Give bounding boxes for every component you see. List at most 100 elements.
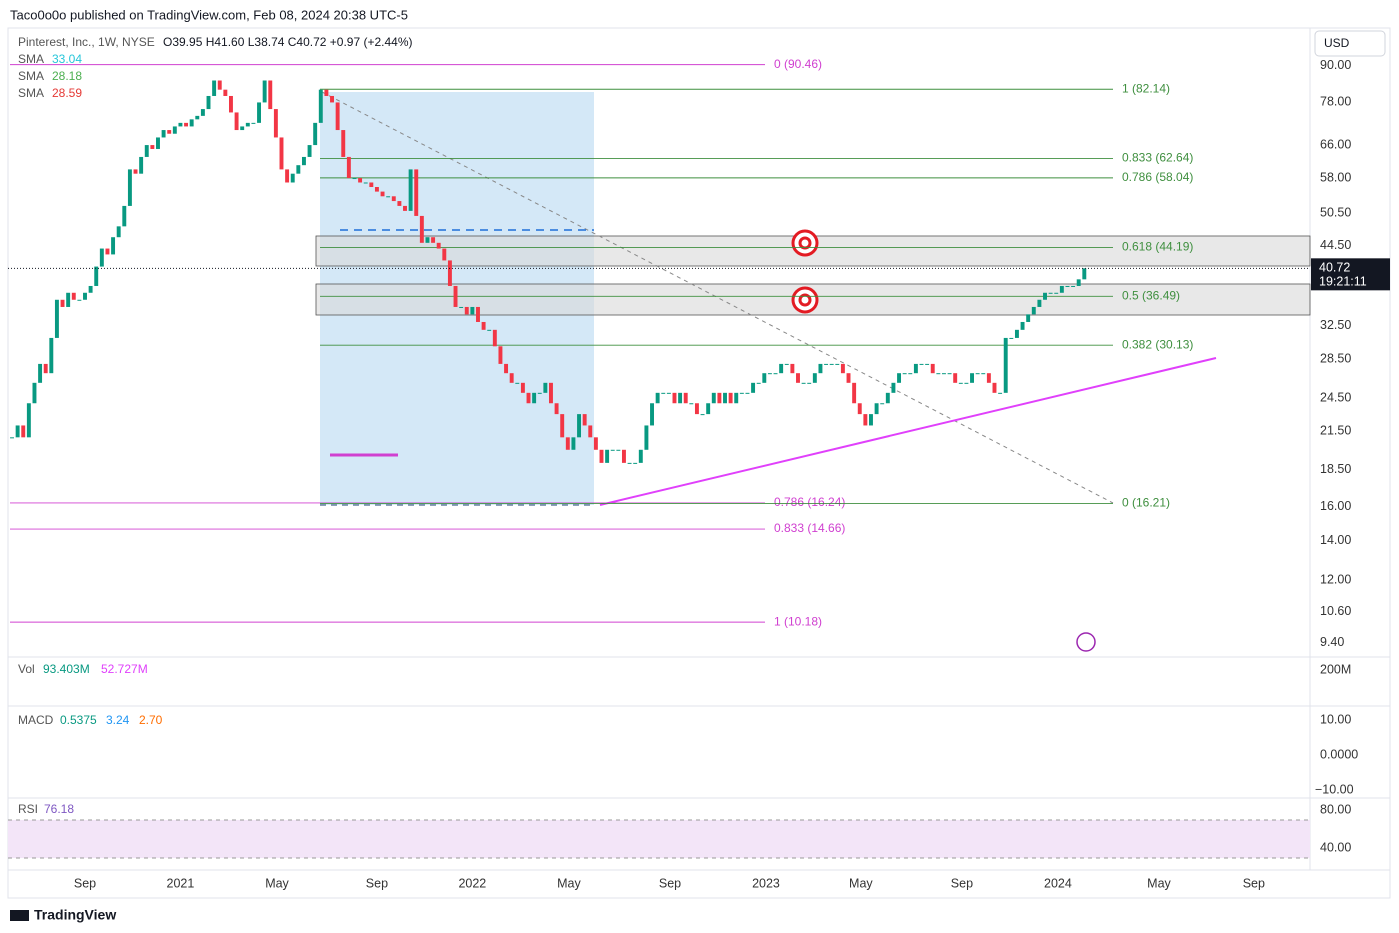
fib-label: 0.5 (36.49): [1122, 288, 1180, 302]
candle: [728, 392, 733, 404]
candle: [694, 403, 699, 415]
candle: [453, 285, 458, 307]
candle: [925, 363, 930, 365]
y-tick-label: 78.00: [1320, 95, 1351, 109]
x-tick-label: May: [849, 876, 873, 890]
fib-label: 0 (90.46): [774, 57, 822, 71]
candle: [307, 145, 312, 157]
candle: [352, 178, 357, 180]
candle: [296, 165, 301, 174]
fib-label: 0.382 (30.13): [1122, 337, 1193, 351]
candle: [1082, 268, 1087, 280]
candle: [846, 373, 851, 383]
candle: [700, 414, 705, 416]
candle: [127, 169, 132, 206]
candle: [195, 115, 200, 120]
rsi-label: RSI: [18, 802, 38, 816]
y-tick-label: 14.00: [1320, 533, 1351, 547]
candle: [1037, 299, 1042, 307]
rsi-band: [8, 820, 1310, 858]
candle: [767, 373, 772, 375]
candle: [71, 292, 76, 300]
candle: [773, 373, 778, 375]
frame: [7, 27, 1391, 899]
candle: [605, 449, 610, 463]
candle: [150, 145, 155, 149]
currency-button[interactable]: [1314, 30, 1386, 57]
candle: [549, 382, 553, 404]
ohlc: O39.95 H41.60 L38.74 C40.72 +0.97 (+2.44…: [163, 35, 413, 49]
candle: [245, 122, 250, 127]
candle: [970, 373, 974, 383]
y-tick-label: 44.50: [1320, 238, 1351, 252]
candle: [229, 95, 233, 113]
candle: [526, 392, 531, 404]
x-tick-label: 2022: [458, 876, 486, 890]
candle: [655, 392, 660, 404]
candle: [958, 382, 963, 384]
candle: [1065, 285, 1070, 287]
candle: [790, 363, 795, 374]
candle: [10, 437, 14, 439]
candle: [812, 373, 817, 383]
candle: [717, 392, 722, 404]
candle: [571, 437, 576, 450]
candle: [251, 122, 256, 124]
candle: [408, 169, 413, 211]
candle: [880, 403, 885, 405]
candle: [650, 403, 654, 426]
sma-value: 28.18: [52, 69, 82, 83]
y-tick-label: 28.50: [1320, 352, 1351, 366]
candle: [913, 363, 918, 374]
candle: [77, 299, 82, 301]
candle: [683, 392, 688, 404]
candle: [885, 392, 890, 404]
candle: [111, 237, 116, 255]
candle: [852, 382, 857, 404]
candle: [200, 109, 205, 116]
candle: [167, 130, 172, 134]
candle: [279, 137, 284, 170]
macd-label: MACD: [18, 713, 54, 727]
candle: [414, 169, 419, 216]
candle: [992, 382, 997, 393]
candle: [1076, 279, 1081, 286]
candle: [784, 363, 789, 365]
candle: [975, 373, 980, 375]
candle: [116, 226, 121, 238]
candle: [672, 392, 677, 404]
candle: [268, 80, 273, 110]
price-tag: [1311, 258, 1390, 291]
y-tick-label: 12.00: [1320, 572, 1351, 586]
vol-label: Vol: [18, 662, 35, 676]
candle: [1059, 285, 1064, 293]
y-tick-label: 66.00: [1320, 137, 1351, 151]
candle: [436, 242, 441, 249]
candle: [537, 392, 542, 394]
candle: [386, 196, 391, 198]
candle: [318, 89, 323, 123]
target: [791, 229, 819, 314]
currency[interactable]: USD: [1324, 36, 1350, 50]
macd-value: 0.5375: [60, 713, 97, 727]
rsi-value: 76.18: [44, 802, 74, 816]
y-tick-label: 21.50: [1320, 424, 1351, 438]
x-tick-label: Sep: [1243, 876, 1265, 890]
candle: [779, 363, 784, 374]
candle: [459, 306, 464, 308]
vol-value: 52.727M: [101, 662, 148, 676]
trendline: [599, 357, 1217, 506]
candle: [470, 306, 475, 315]
candle: [49, 337, 54, 374]
candle: [262, 80, 267, 103]
y-tick-label: 32.50: [1320, 318, 1351, 332]
candle: [1020, 321, 1025, 330]
y-tick-label: 58.00: [1320, 170, 1351, 184]
candle: [380, 191, 385, 197]
candle: [217, 80, 222, 90]
x-tick-label: Sep: [951, 876, 973, 890]
candle: [801, 382, 806, 384]
candle: [498, 346, 503, 364]
candle: [335, 102, 340, 131]
